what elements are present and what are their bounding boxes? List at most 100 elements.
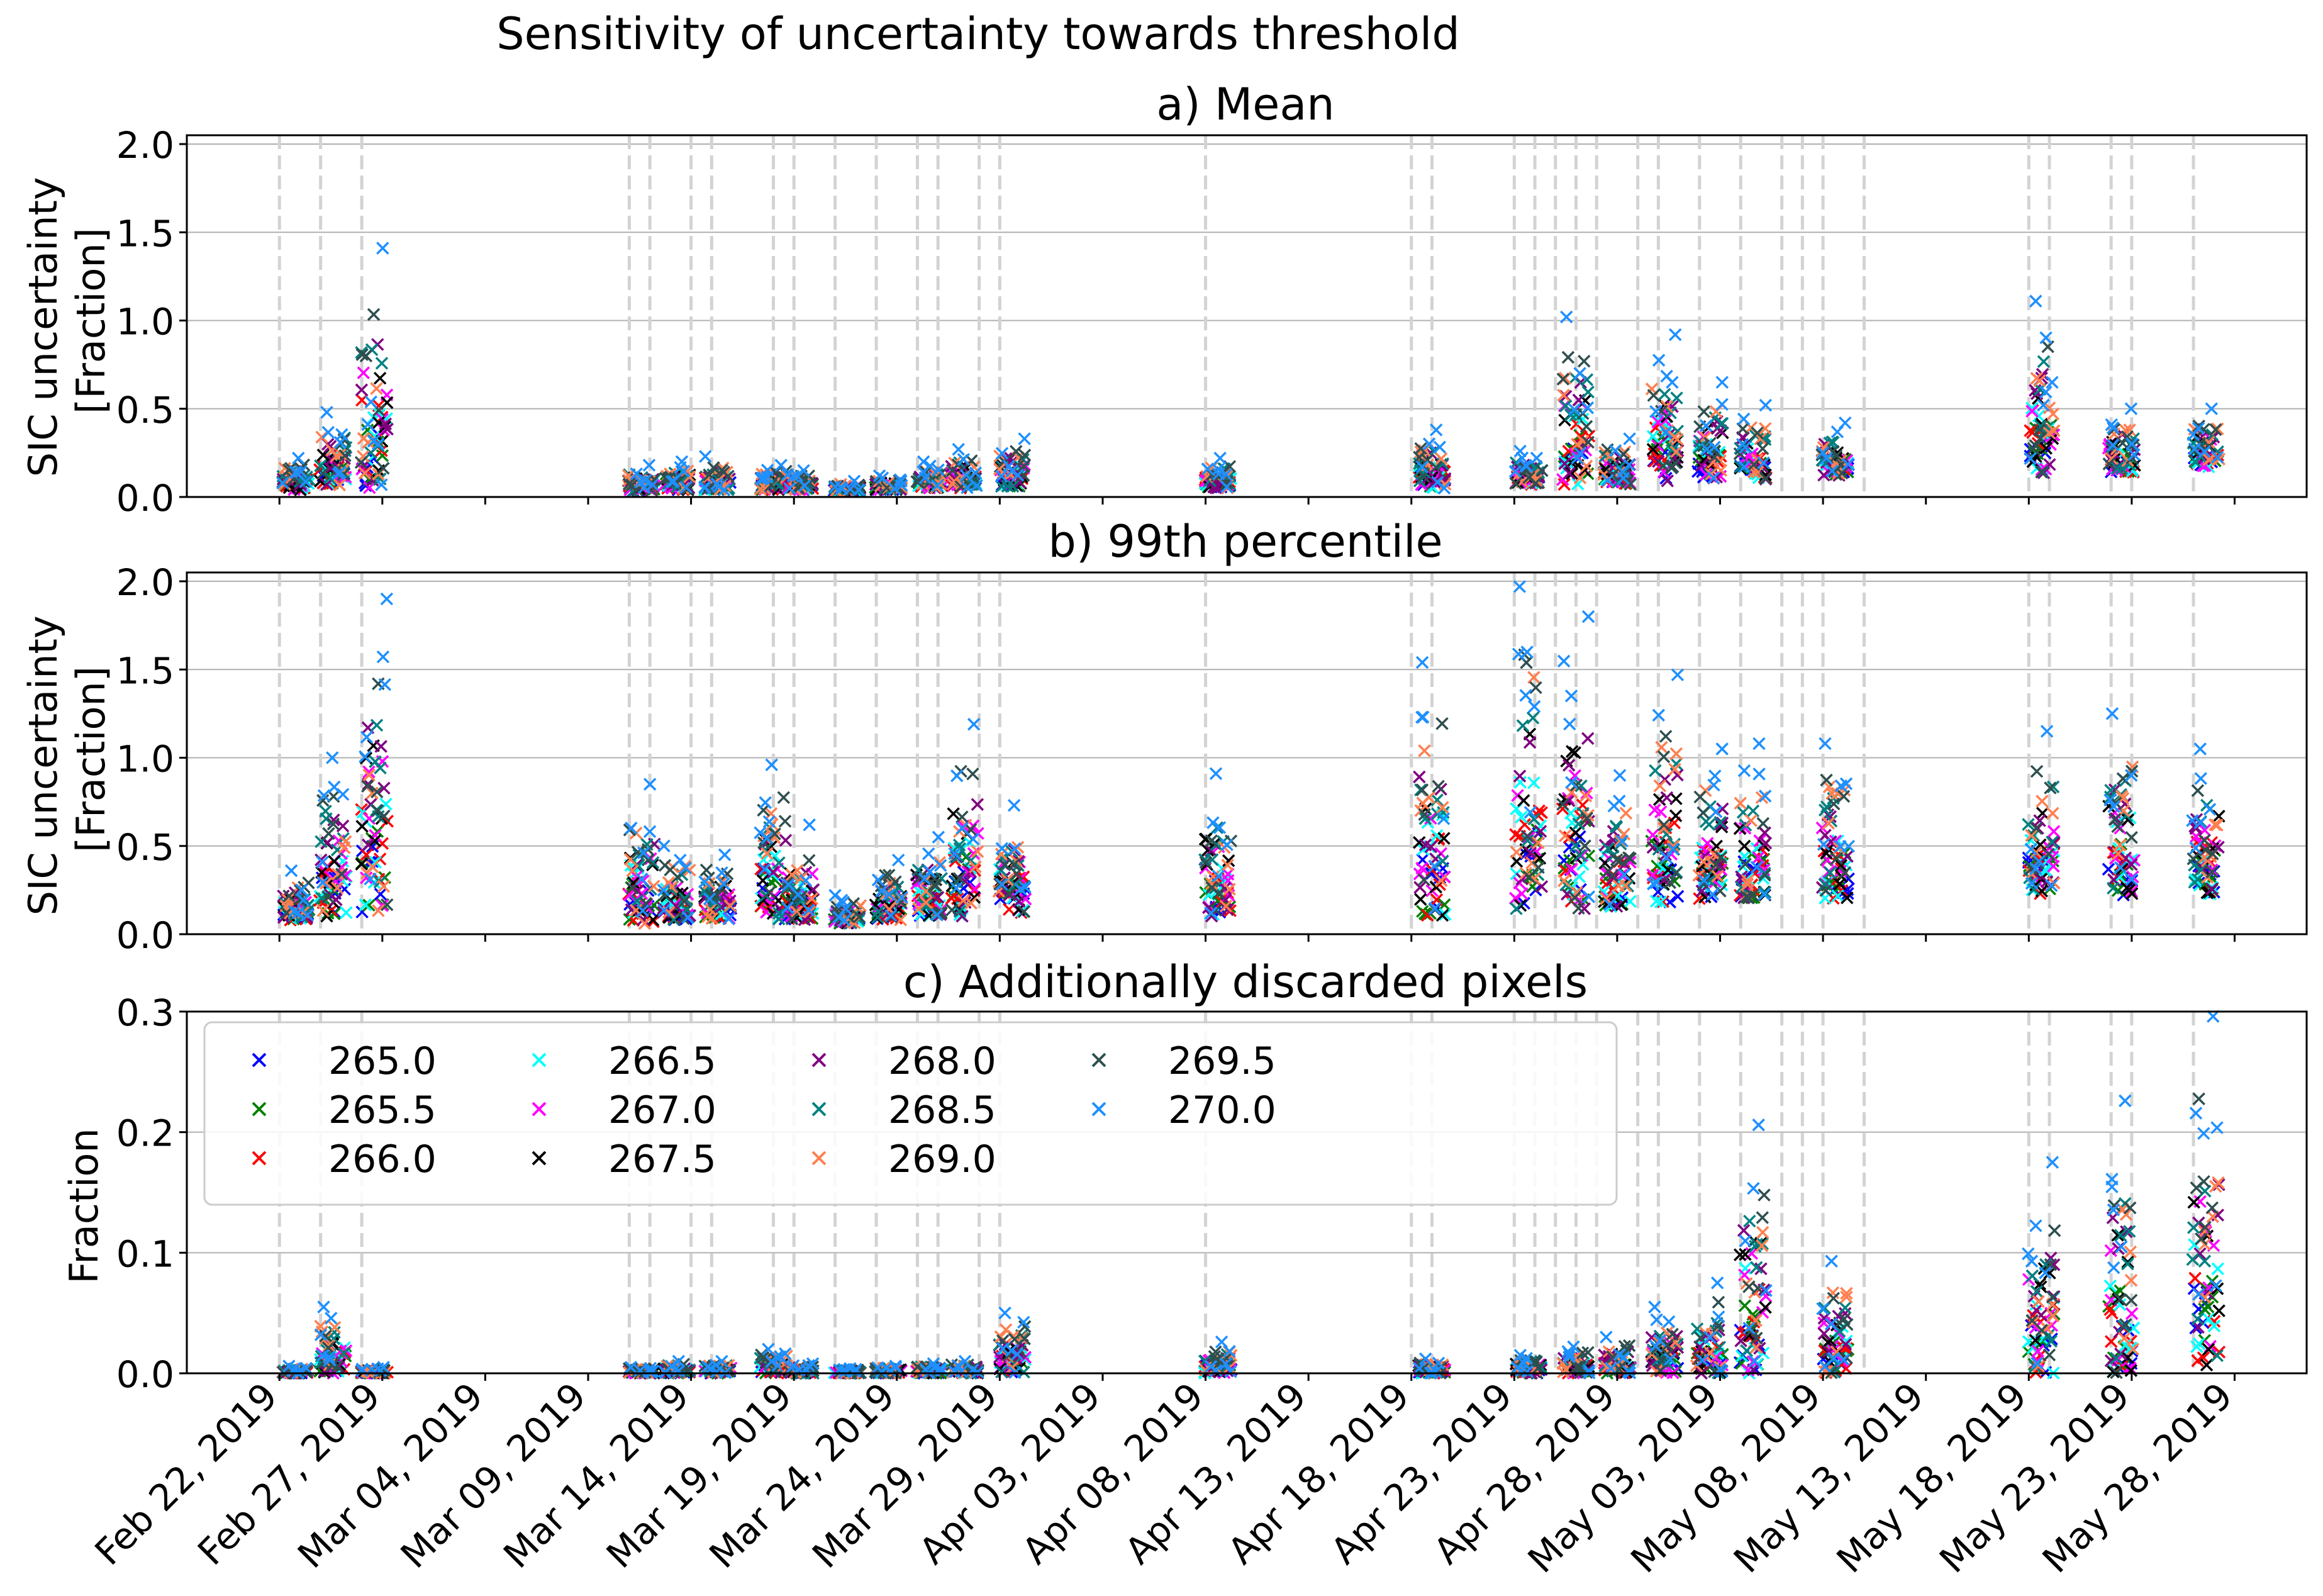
scatter-point <box>1700 442 1713 456</box>
scatter-point <box>1530 451 1544 465</box>
scatter-point <box>894 474 908 488</box>
scatter-point <box>1659 425 1673 438</box>
scatter-point <box>1715 742 1729 756</box>
scatter-point <box>622 477 636 491</box>
scatter-point <box>2040 725 2054 738</box>
scatter-point <box>950 769 964 783</box>
scatter-point <box>803 818 816 832</box>
scatter-point <box>1520 460 1533 473</box>
scatter-point <box>1751 427 1764 440</box>
scatter-point <box>1737 764 1751 778</box>
scatter-point <box>294 465 308 479</box>
scatter-point <box>367 308 381 321</box>
scatter-point <box>1751 466 1764 479</box>
scatter-point <box>375 478 388 491</box>
scatter-point <box>1562 759 1576 772</box>
scatter-point <box>1206 816 1220 830</box>
scatter-point <box>1752 767 1766 781</box>
panel-mean: a) Mean 0.00.51.01.52.0 SIC uncertainty … <box>20 79 2308 520</box>
scatter-point <box>701 472 714 485</box>
scatter-point <box>971 798 984 811</box>
scatter-point <box>1737 412 1751 426</box>
scatter-point <box>916 455 930 469</box>
scatter-point <box>1006 479 1020 493</box>
scatter-point <box>1581 385 1595 399</box>
scatter-point <box>625 478 638 491</box>
panel-p99-grid <box>187 581 2307 935</box>
scatter-point <box>918 471 932 484</box>
scatter-point <box>847 474 861 488</box>
scatter-point <box>357 366 370 379</box>
scatter-point <box>765 758 778 771</box>
scatter-point <box>777 791 790 804</box>
scatter-point <box>1758 1188 1771 1202</box>
scatter-point <box>1573 471 1587 484</box>
scatter-point <box>1007 799 1021 812</box>
scatter-point <box>1565 467 1579 481</box>
panel-mean-ylabel: SIC uncertainty [Fraction] <box>20 165 114 477</box>
panel-mean-marks <box>276 242 2226 498</box>
y-tick-label: 0.0 <box>116 477 174 520</box>
scatter-point <box>1622 458 1635 472</box>
scatter-point <box>895 479 908 492</box>
scatter-point <box>377 462 390 475</box>
scatter-point <box>1669 445 1683 459</box>
scatter-point <box>1519 689 1532 702</box>
scatter-point <box>1617 447 1630 461</box>
scatter-point <box>1661 474 1674 488</box>
scatter-point <box>876 471 889 485</box>
panel-frac-title: c) Additionally discarded pixels <box>903 956 1588 1008</box>
scatter-point <box>1607 799 1620 813</box>
scatter-point <box>1415 656 1429 669</box>
scatter-point <box>316 904 330 917</box>
scatter-point <box>1530 474 1543 487</box>
scatter-point <box>380 592 394 606</box>
scatter-point <box>333 478 346 492</box>
scatter-point <box>1522 471 1535 484</box>
y-tick-label: 1.5 <box>116 212 174 255</box>
panel-p99-ylabel-line1: SIC uncertainty <box>20 615 66 915</box>
scatter-point <box>798 479 811 493</box>
scatter-point <box>779 834 793 847</box>
scatter-point <box>1601 474 1614 487</box>
scatter-point <box>364 395 377 409</box>
scatter-point <box>1423 474 1437 487</box>
scatter-point <box>932 463 945 477</box>
scatter-point <box>759 796 772 810</box>
scatter-point <box>1581 401 1595 415</box>
scatter-point <box>699 450 712 463</box>
scatter-point <box>340 906 353 919</box>
panel-p99: b) 99th percentile 0.00.51.01.52.0 SIC u… <box>20 516 2308 957</box>
scatter-point <box>320 477 333 491</box>
scatter-point <box>1756 1211 1769 1224</box>
panel-p99-vlines <box>277 572 2195 934</box>
panel-p99-yticks: 0.00.51.01.52.0 <box>116 561 2236 957</box>
scatter-point <box>2193 742 2207 756</box>
scatter-point <box>1434 452 1448 466</box>
scatter-point <box>781 468 794 481</box>
scatter-point <box>2203 803 2217 816</box>
scatter-point <box>679 481 693 494</box>
scatter-point <box>1535 464 1549 477</box>
scatter-point <box>1579 420 1593 433</box>
scatter-point <box>1220 480 1234 494</box>
scatter-point <box>1737 460 1751 474</box>
y-tick-label: 0.5 <box>116 826 174 869</box>
scatter-point <box>2047 825 2061 838</box>
scatter-point <box>757 471 771 485</box>
scatter-point <box>292 452 305 465</box>
scatter-point <box>1671 668 1685 681</box>
panel-p99-title: b) 99th percentile <box>1048 516 1442 567</box>
scatter-point <box>2037 355 2051 369</box>
panel-p99-marks <box>277 580 2226 930</box>
scatter-point <box>1700 467 1713 481</box>
scatter-point <box>1756 1225 1769 1239</box>
scatter-point <box>659 471 672 485</box>
scatter-point <box>1414 893 1427 906</box>
scatter-point <box>1212 463 1225 476</box>
scatter-point <box>316 467 330 480</box>
scatter-point <box>1513 580 1526 593</box>
scatter-point <box>1715 376 1729 389</box>
scatter-point <box>1571 451 1584 465</box>
